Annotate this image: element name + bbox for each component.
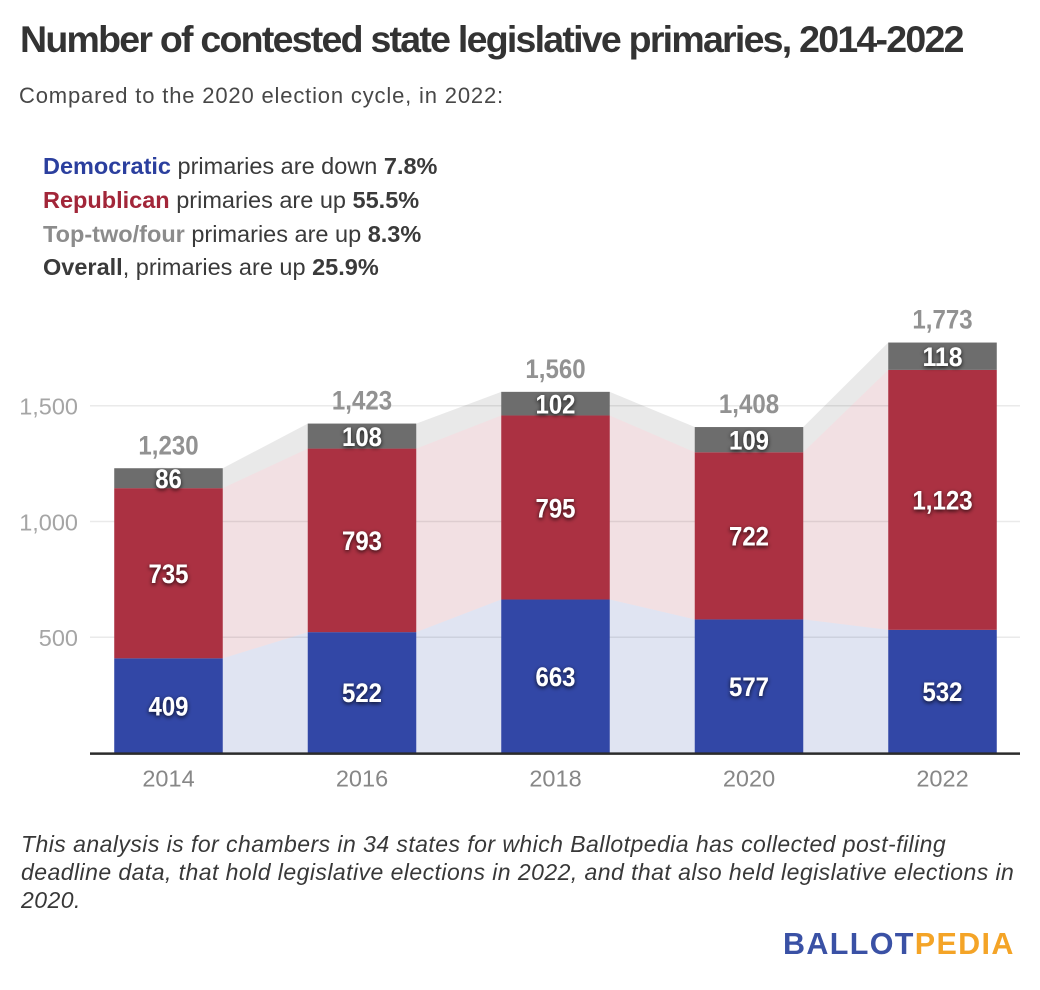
svg-text:500: 500 xyxy=(39,625,78,651)
svg-text:793: 793 xyxy=(342,526,382,556)
svg-text:86: 86 xyxy=(155,464,182,494)
svg-text:735: 735 xyxy=(149,559,189,589)
svg-text:102: 102 xyxy=(536,390,576,420)
svg-text:577: 577 xyxy=(729,672,769,702)
svg-text:1,230: 1,230 xyxy=(138,430,198,460)
svg-text:663: 663 xyxy=(536,662,576,692)
svg-text:1,500: 1,500 xyxy=(19,394,78,420)
svg-text:532: 532 xyxy=(923,677,963,707)
svg-text:1,408: 1,408 xyxy=(719,389,779,419)
svg-text:1,123: 1,123 xyxy=(912,486,972,516)
svg-text:118: 118 xyxy=(923,342,963,372)
svg-text:2022: 2022 xyxy=(916,766,968,792)
svg-text:1,560: 1,560 xyxy=(525,354,585,384)
svg-text:1,000: 1,000 xyxy=(19,509,78,535)
svg-text:522: 522 xyxy=(342,678,382,708)
svg-text:795: 795 xyxy=(536,493,576,523)
svg-text:2016: 2016 xyxy=(336,766,388,792)
svg-text:409: 409 xyxy=(149,691,189,721)
svg-text:2020: 2020 xyxy=(723,766,775,792)
svg-text:108: 108 xyxy=(342,422,382,452)
svg-text:1,423: 1,423 xyxy=(332,386,392,416)
svg-text:109: 109 xyxy=(729,426,769,456)
svg-text:1,773: 1,773 xyxy=(912,305,972,335)
svg-text:2014: 2014 xyxy=(142,766,194,792)
svg-text:722: 722 xyxy=(729,522,769,552)
svg-text:2018: 2018 xyxy=(529,766,581,792)
